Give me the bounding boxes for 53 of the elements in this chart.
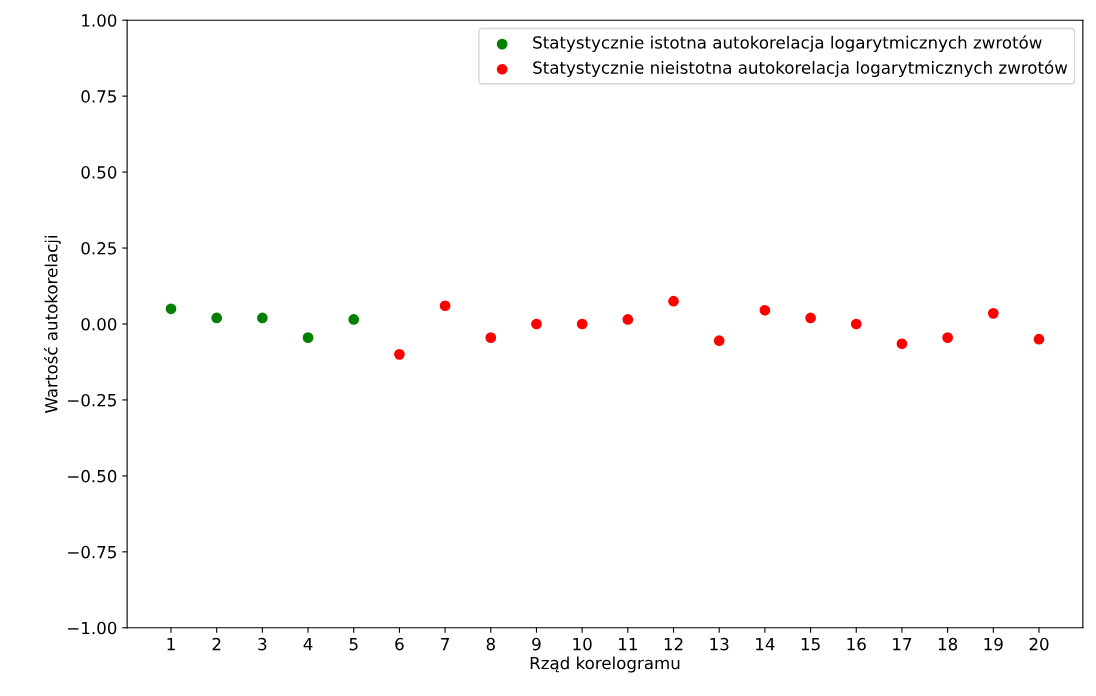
x-tick-label: 18 [938,637,958,651]
y-tick-label: −1.00 [68,621,117,635]
point [211,312,223,324]
x-tick-label: 9 [532,637,541,651]
point [302,332,314,344]
x-tick-label: 16 [847,637,866,651]
point [531,318,542,330]
y-axis-title: Wartość autokorelacji [43,235,61,413]
point [850,318,862,330]
point [622,314,634,325]
x-tick-label: 14 [756,638,775,651]
point [485,332,497,344]
x-tick-label: 6 [395,637,404,651]
x-tick-label: 12 [664,637,683,651]
point [896,338,908,350]
x-axis-title: Rząd korelogramu [530,656,680,673]
y-tick-label: −0.25 [68,393,116,407]
point [439,300,451,312]
y-tick-label: 0.25 [81,242,116,255]
point [165,303,177,315]
point [257,312,268,324]
y-tick-label: 0.00 [81,317,117,331]
point [942,332,953,344]
point [668,295,679,307]
x-tick-label: 17 [893,638,912,651]
x-tick-label: 3 [258,637,267,651]
x-tick-label: 7 [441,638,449,651]
x-tick-label: 2 [212,637,221,651]
x-tick-label: 1 [167,638,175,651]
y-tick-label: 1.00 [82,14,117,27]
legend-label: Statystycznie nieistotna autokorelacja logarytmicznych zwrotów [533,60,1068,78]
x-tick-label: 15 [801,638,820,651]
x-tick-label: 8 [486,637,495,651]
point [805,312,816,324]
point [394,349,405,360]
x-tick-label: 19 [984,637,1003,651]
point [987,308,999,319]
point [759,304,771,316]
x-tick-label: 11 [619,638,637,651]
y-tick-label: −0.75 [68,545,116,559]
point [576,318,588,330]
point [1033,333,1045,345]
point [348,314,360,325]
point [713,335,725,347]
x-tick-label: 13 [710,637,729,651]
x-tick-label: 5 [349,638,358,651]
legend-label: Statystycznie istotna autokorelacja logarytmicznych zwrotów [533,35,1042,52]
y-tick-label: 0.50 [81,166,117,179]
y-tick-label: 0.75 [81,90,116,103]
x-tick-label: 20 [1029,637,1049,651]
y-tick-label: −0.50 [68,469,117,483]
x-tick-label: 4 [303,638,313,651]
x-tick-label: 10 [573,637,592,651]
